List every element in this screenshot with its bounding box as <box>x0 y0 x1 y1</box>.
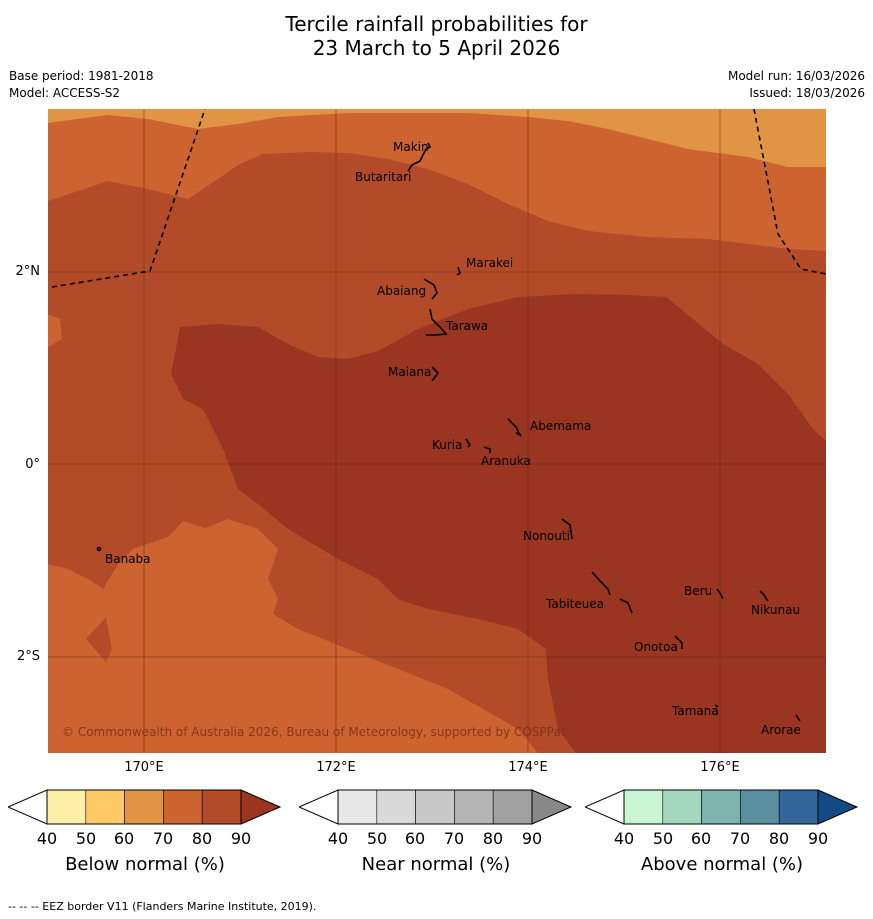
tick: 40 <box>328 829 348 848</box>
label-butaritari: Butaritari <box>355 170 412 184</box>
label-maiana: Maiana <box>388 365 431 379</box>
copyright-notice: © Commonwealth of Australia 2026, Bureau… <box>62 725 567 739</box>
issued-date: Issued: 18/03/2026 <box>749 86 865 100</box>
eez-borders <box>51 109 826 288</box>
label-tamana: Tamana <box>671 704 719 718</box>
tick: 80 <box>483 829 503 848</box>
graticule <box>48 109 826 753</box>
title-line-2: 23 March to 5 April 2026 <box>312 36 561 60</box>
lat-label-2s: 2°S <box>16 649 40 664</box>
zone-60-70-west-edge <box>48 314 62 347</box>
tick: 90 <box>231 829 251 848</box>
tick: 70 <box>444 829 464 848</box>
label-nikunau: Nikunau <box>751 603 800 617</box>
colorbar-below-cell <box>85 789 125 825</box>
zone-90-core <box>171 294 826 753</box>
colorbar-above-cell <box>701 789 741 825</box>
lon-label-174: 174°E <box>508 760 548 775</box>
colorbar-below-title: Below normal (%) <box>65 854 225 875</box>
label-marakei: Marakei <box>466 256 513 270</box>
colorbar-below-cell <box>124 789 164 825</box>
meta-right: Model run: 16/03/2026 Issued: 18/03/2026 <box>728 68 865 102</box>
tick: 50 <box>76 829 96 848</box>
label-arorae: Arorae <box>761 723 801 737</box>
probability-map: Makin Butaritari Marakei Abaiang Tarawa … <box>48 109 826 753</box>
colorbar-above-cell <box>662 789 702 825</box>
colorbar-above: 40 50 60 70 80 90 <box>585 789 859 848</box>
tick: 60 <box>405 829 425 848</box>
lon-label-172: 172°E <box>316 760 356 775</box>
colorbar-near-low-arrow <box>299 789 339 825</box>
label-beru: Beru <box>684 584 712 598</box>
zone-70-80-patch <box>86 617 112 662</box>
label-abaiang: Abaiang <box>377 284 426 298</box>
colorbar-near-cell <box>376 789 416 825</box>
colorbar-near-cell <box>492 789 533 825</box>
colorbar-below-high-arrow <box>240 789 282 825</box>
tick: 70 <box>730 829 750 848</box>
title-line-1: Tercile rainfall probabilities for <box>285 12 588 36</box>
colorbar-above-ticks: 40 50 60 70 80 90 <box>614 829 828 848</box>
tick: 50 <box>367 829 387 848</box>
tick: 40 <box>37 829 57 848</box>
label-tarawa: Tarawa <box>445 319 488 333</box>
label-makin: Makin <box>393 140 429 154</box>
colorbar-near: 40 50 60 70 80 90 <box>299 789 573 848</box>
label-abemama: Abemama <box>530 419 591 433</box>
label-kuria: Kuria <box>432 438 463 452</box>
colorbar-above-title: Above normal (%) <box>640 854 804 875</box>
zone-60-70-north <box>48 109 826 167</box>
colorbar-above-high-arrow <box>817 789 859 825</box>
colorbar-above-cell <box>740 789 780 825</box>
colorbar-below: 40 50 60 70 80 90 <box>8 789 282 848</box>
colorbar-above-cell <box>778 789 819 825</box>
label-onotoa: Onotoa <box>634 640 678 654</box>
lat-label-0: 0° <box>25 457 40 472</box>
colorbar-below-cell <box>201 789 242 825</box>
zone-60-70-south-west <box>48 521 278 753</box>
colorbar-near-cell <box>337 789 378 825</box>
label-tabiteuea: Tabiteuea <box>545 597 604 611</box>
lat-label-2n: 2°N <box>15 264 41 279</box>
lon-label-176: 176°E <box>700 760 740 775</box>
place-labels: Makin Butaritari Marakei Abaiang Tarawa … <box>105 140 801 737</box>
island-outlines <box>96 142 801 722</box>
chart-title: Tercile rainfall probabilities for 23 Ma… <box>0 12 873 60</box>
colorbar-near-title: Near normal (%) <box>361 854 511 875</box>
colorbar-below-cell <box>163 789 203 825</box>
tick: 80 <box>192 829 212 848</box>
footer-note: -- -- -- EEZ border V11 (Flanders Marine… <box>8 900 317 913</box>
lon-label-170: 170°E <box>124 760 164 775</box>
colorbar-below-cell <box>46 789 87 825</box>
label-banaba: Banaba <box>105 552 151 566</box>
tick: 90 <box>808 829 828 848</box>
tick: 60 <box>691 829 711 848</box>
tick: 40 <box>614 829 634 848</box>
colorbar-below-ticks: 40 50 60 70 80 90 <box>37 829 251 848</box>
colorbar-near-ticks: 40 50 60 70 80 90 <box>328 829 542 848</box>
colorbar-above-cell <box>623 789 664 825</box>
model-run: Model run: 16/03/2026 <box>727 69 865 83</box>
tick: 70 <box>153 829 173 848</box>
colorbar-below-low-arrow <box>8 789 48 825</box>
colorbar-near-cell <box>415 789 455 825</box>
tick: 50 <box>653 829 673 848</box>
colorbar-near-cell <box>454 789 494 825</box>
tick: 80 <box>769 829 789 848</box>
tick: 90 <box>522 829 542 848</box>
label-aranuka: Aranuka <box>481 454 531 468</box>
colorbar-above-low-arrow <box>585 789 625 825</box>
base-period: Base period: 1981-2018 <box>9 69 154 83</box>
tick: 60 <box>114 829 134 848</box>
label-nonouti: Nonouti <box>523 529 570 543</box>
meta-left: Base period: 1981-2018 Model: ACCESS-S2 <box>9 68 154 102</box>
colorbar-near-high-arrow <box>531 789 573 825</box>
model-name: Model: ACCESS-S2 <box>9 86 121 100</box>
